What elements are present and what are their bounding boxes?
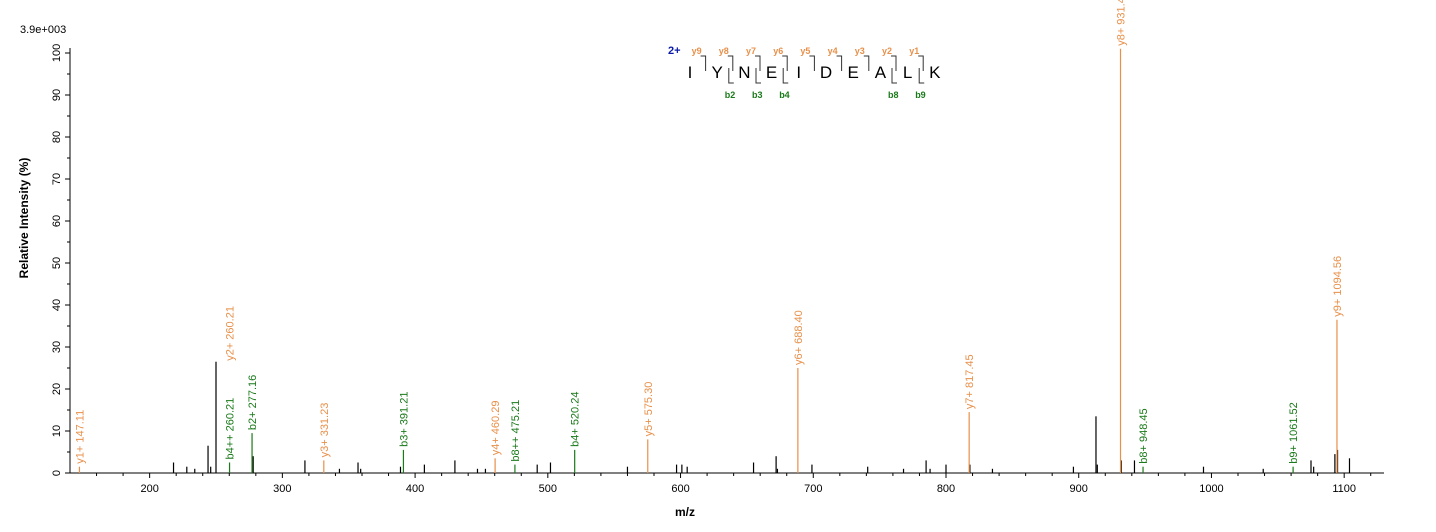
y-tick-label: 70 bbox=[51, 173, 63, 185]
x-tick-label: 600 bbox=[671, 483, 689, 495]
sequence-residue: L bbox=[903, 63, 912, 82]
peak-label: y6+ 688.40 bbox=[793, 310, 805, 365]
charge-state-label: 2+ bbox=[668, 45, 681, 57]
x-tick-label: 200 bbox=[140, 483, 158, 495]
peak-label: y7+ 817.45 bbox=[964, 354, 976, 409]
y-tick-label: 50 bbox=[51, 257, 63, 269]
peak-label: y2+ 260.21 bbox=[225, 306, 237, 361]
x-tick-label: 300 bbox=[273, 483, 291, 495]
b-ion-bracket bbox=[728, 68, 734, 84]
y-ion-marker: y8 bbox=[719, 46, 729, 56]
peak-label: y3+ 331.23 bbox=[319, 403, 331, 458]
b-ion-marker: b9 bbox=[915, 90, 926, 100]
x-tick-label: 1100 bbox=[1332, 483, 1356, 495]
y-tick-label: 60 bbox=[51, 215, 63, 227]
peak-label: b8++ 475.21 bbox=[510, 400, 522, 462]
x-tick-label: 900 bbox=[1070, 483, 1088, 495]
peak-label: b8+ 948.45 bbox=[1138, 408, 1150, 463]
y-ion-marker: y7 bbox=[746, 46, 756, 56]
y-tick-label: 0 bbox=[51, 470, 63, 476]
sequence-residue: Y bbox=[712, 63, 723, 82]
y-tick-label: 80 bbox=[51, 131, 63, 143]
y-tick-label: 30 bbox=[51, 341, 63, 353]
y-ion-marker: y2 bbox=[882, 46, 892, 56]
axes: 0 10 20 30 40 50 60 70 80 90 100 200 300 400 500 600 700… bbox=[51, 44, 1384, 495]
y-ion-bracket bbox=[836, 55, 843, 71]
y-ion-marker: y5 bbox=[800, 46, 810, 56]
sequence-residue: D bbox=[820, 63, 832, 82]
b-ion-bracket bbox=[918, 68, 925, 84]
sequence-residue: E bbox=[766, 63, 777, 82]
peak-label: y4+ 460.29 bbox=[490, 401, 502, 456]
sequence-residue: N bbox=[738, 63, 750, 82]
peak-label: b4++ 260.21 bbox=[225, 398, 237, 460]
y-ion-bracket bbox=[863, 55, 870, 71]
x-tick-label: 500 bbox=[539, 483, 557, 495]
y-ion-marker: y9 bbox=[692, 46, 702, 56]
y-axis-label: Relative Intensity (%) bbox=[17, 158, 31, 279]
sequence-residue: A bbox=[875, 63, 887, 82]
y-tick-label: 90 bbox=[51, 89, 63, 101]
sequence-residue: I bbox=[796, 63, 801, 82]
y-ion-bracket bbox=[782, 55, 788, 71]
peak-label: b3+ 391.21 bbox=[398, 392, 410, 447]
peak-label: y9+ 1094.56 bbox=[1332, 256, 1344, 317]
b-ion-marker: b4 bbox=[779, 90, 790, 100]
sequence-residue: I bbox=[688, 63, 693, 82]
y-ion-marker: y1 bbox=[909, 46, 919, 56]
b-ion-bracket bbox=[891, 68, 897, 84]
peak-label: y8+ 931.48 bbox=[1116, 0, 1128, 46]
b-ion-marker: b2 bbox=[725, 90, 736, 100]
peak-label: b4+ 520.24 bbox=[570, 392, 582, 447]
y-ion-bracket bbox=[809, 55, 815, 71]
intensity-scale-label: 3.9e+003 bbox=[20, 24, 66, 36]
peak-label: b9+ 1061.52 bbox=[1288, 402, 1300, 463]
peak-label: y1+ 147.11 bbox=[74, 410, 86, 464]
peak-label: b2+ 277.16 bbox=[247, 375, 259, 430]
y-tick-label: 40 bbox=[51, 299, 63, 311]
x-tick-label: 800 bbox=[937, 483, 955, 495]
y-ion-bracket bbox=[727, 55, 734, 71]
sequence-residue: K bbox=[929, 63, 941, 82]
y-tick-label: 10 bbox=[51, 425, 63, 437]
x-tick-label: 1000 bbox=[1199, 483, 1223, 495]
b-ion-marker: b3 bbox=[752, 90, 763, 100]
b-ion-bracket bbox=[755, 68, 761, 84]
x-tick-label: 400 bbox=[406, 483, 424, 495]
y-ion-bracket bbox=[700, 55, 707, 71]
peak-labels: y1+ 147.11 b4++ 260.21 y2+ 260.21 b2+ 277.1… bbox=[74, 0, 1344, 464]
y-tick-label: 20 bbox=[51, 383, 63, 395]
b-ion-bracket bbox=[782, 68, 789, 84]
y-ion-bracket bbox=[891, 55, 897, 71]
spectrum-peaks bbox=[78, 48, 1351, 473]
y-tick-label: 100 bbox=[51, 44, 63, 62]
y-ion-marker: y6 bbox=[773, 46, 783, 56]
y-ion-bracket bbox=[918, 55, 924, 71]
x-tick-label: 700 bbox=[804, 483, 822, 495]
x-axis-label: m/z bbox=[675, 505, 695, 519]
peak-label: y5+ 575.30 bbox=[643, 382, 655, 437]
b-ion-marker: b8 bbox=[888, 90, 899, 100]
y-ion-marker: y4 bbox=[828, 46, 838, 56]
y-ion-bracket bbox=[755, 55, 761, 71]
y-ion-marker: y3 bbox=[855, 46, 865, 56]
sequence-residue: E bbox=[848, 63, 859, 82]
